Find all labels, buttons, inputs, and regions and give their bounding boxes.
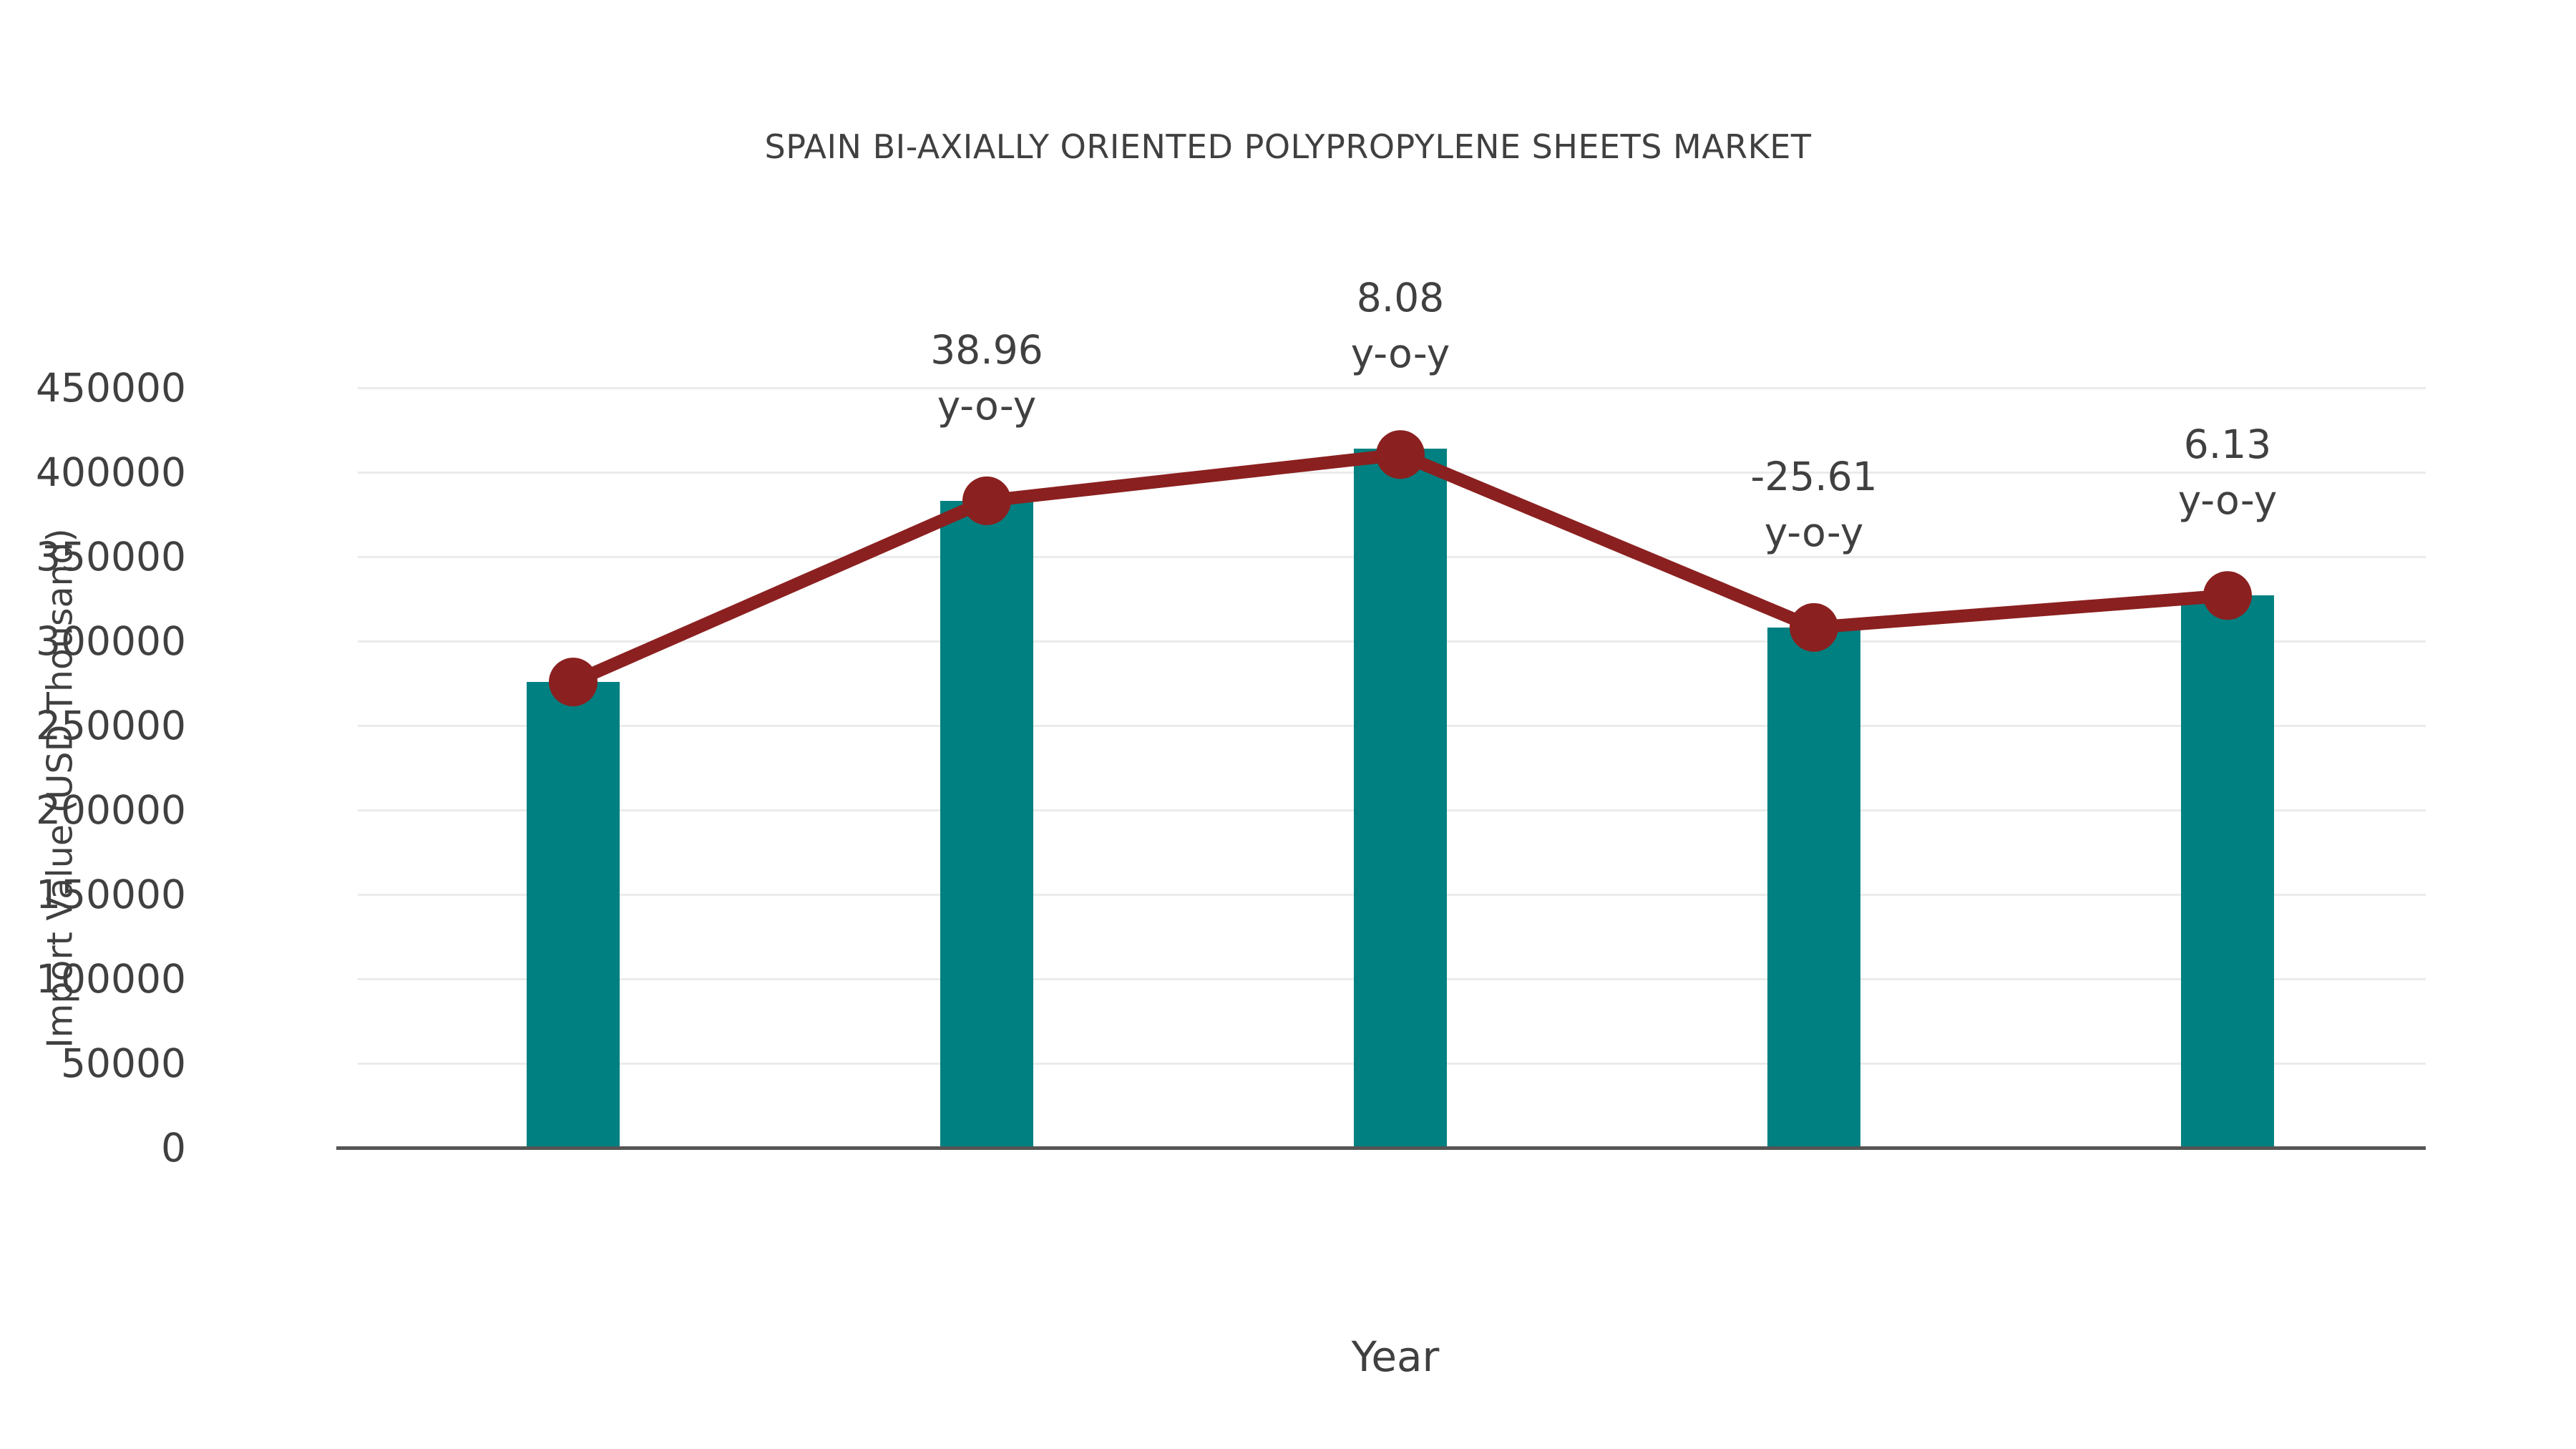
yoy-value: -25.61 <box>1750 453 1878 499</box>
yoy-annotation: 8.08 y-o-y <box>1214 270 1586 381</box>
bar <box>1767 627 1860 1148</box>
y-axis-tick-label: 0 <box>161 1125 186 1171</box>
yoy-annotation: -25.61 y-o-y <box>1628 449 2000 560</box>
y-axis-tick-label: 400000 <box>36 449 186 495</box>
gridline <box>358 387 2426 389</box>
x-axis-line <box>336 1146 2426 1150</box>
yoy-suffix: y-o-y <box>1764 509 1864 555</box>
bar <box>1354 448 1447 1148</box>
bar <box>2181 595 2274 1148</box>
y-axis-tick-label: 150000 <box>36 872 186 917</box>
yoy-suffix: y-o-y <box>937 382 1037 429</box>
yoy-value: 8.08 <box>1356 274 1445 321</box>
y-axis-tick-label: 50000 <box>61 1040 186 1086</box>
yoy-suffix: y-o-y <box>2177 477 2278 524</box>
y-axis-tick-label: 100000 <box>36 956 186 1002</box>
bar <box>527 682 620 1148</box>
yoy-value: 6.13 <box>2183 421 2272 468</box>
yoy-suffix: y-o-y <box>1350 330 1450 376</box>
yoy-annotation: 38.96 y-o-y <box>801 322 1173 434</box>
yoy-value: 38.96 <box>930 326 1043 373</box>
y-axis-tick-label: 250000 <box>36 703 186 748</box>
y-axis-tick-label: 200000 <box>36 787 186 833</box>
x-axis-title: Year <box>1351 1332 1440 1381</box>
y-axis-tick-label: 300000 <box>36 618 186 664</box>
plot-area: 0 50000 100000 150000 200000 250000 300000 3500… <box>36 275 2426 1171</box>
y-axis-tick-label: 350000 <box>36 534 186 580</box>
bar <box>940 500 1033 1148</box>
y-axis-tick-label: 450000 <box>36 365 186 411</box>
yoy-annotation: 6.13 y-o-y <box>2041 416 2414 528</box>
chart-title: SPAIN BI-AXIALLY ORIENTED POLYPROPYLENE … <box>764 127 1812 166</box>
